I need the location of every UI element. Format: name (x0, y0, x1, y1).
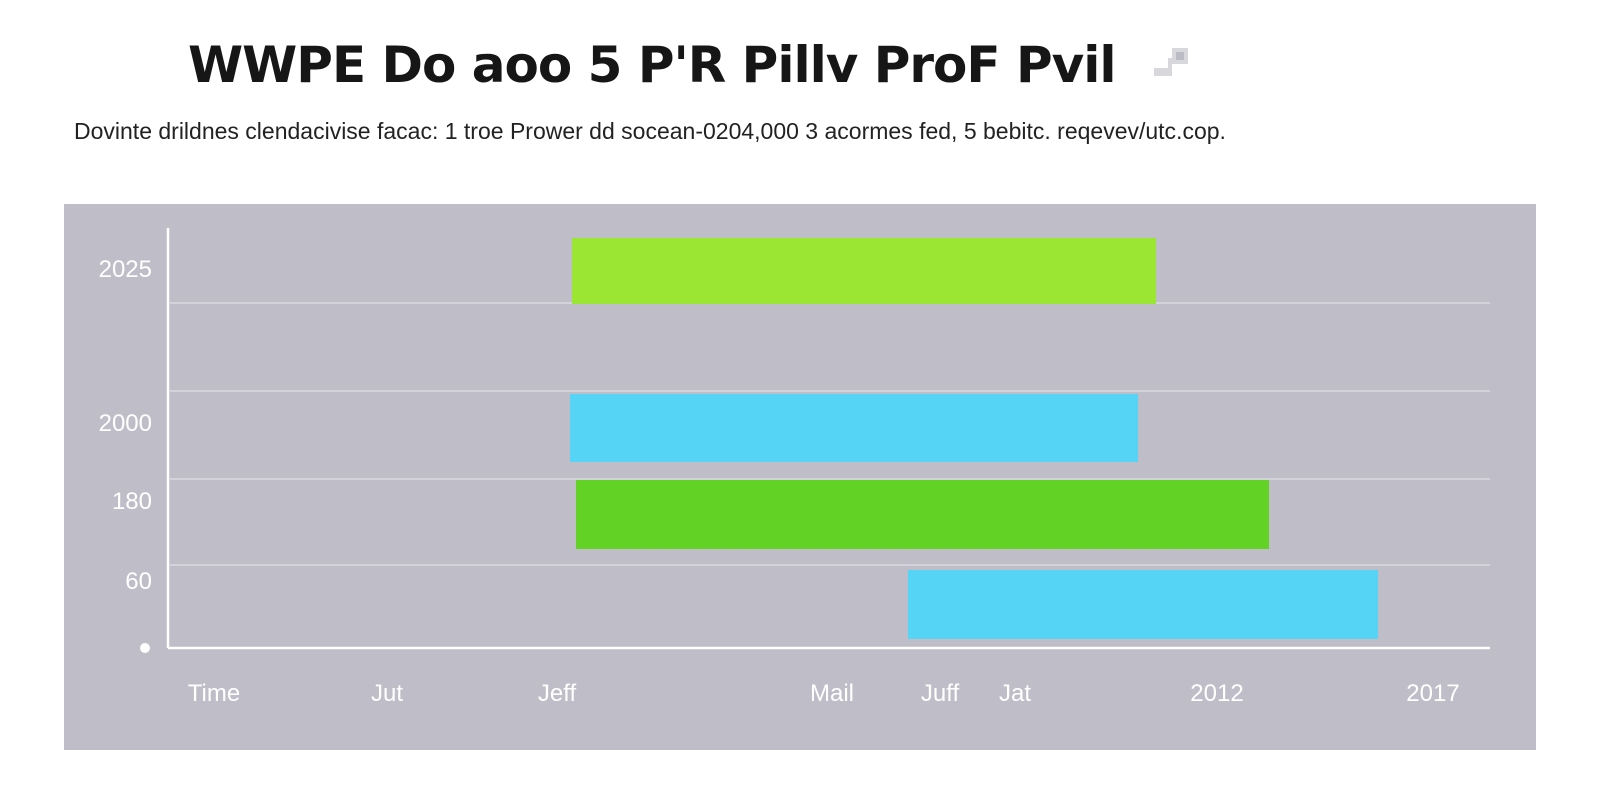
x-tick-label: Jat (999, 680, 1031, 707)
y-tick-label: 2000 (99, 410, 152, 437)
bar-2025 (572, 238, 1156, 304)
bar-60 (908, 570, 1378, 639)
chart-subtitle: Dovinte drildnes clendacivise facac: 1 t… (74, 118, 1226, 144)
x-tick-label: Time (188, 680, 240, 707)
x-tick-label: 2017 (1406, 680, 1459, 707)
y-tick-label: 2025 (99, 256, 152, 283)
x-tick-label: Mail (810, 680, 854, 707)
corner-step-icon (1154, 48, 1188, 76)
y-tick-label: 60 (125, 568, 152, 595)
x-tick-label: 2012 (1190, 680, 1243, 707)
x-tick-label: Juff (921, 680, 960, 707)
chart-panel: 2025 2000 180 60 Time Jut Jeff Mail Juff Jat 2012 2… (64, 204, 1536, 750)
chart-title: WWPE Do aoo 5 P'R Pillv ProF Pvil (188, 36, 1116, 94)
x-tick-label: Jut (371, 680, 403, 707)
bar-2000 (570, 394, 1138, 462)
y-tick-label: 180 (112, 488, 152, 515)
bar-180 (576, 480, 1269, 549)
y-tick-dot (140, 643, 150, 653)
x-tick-label: Jeff (538, 680, 577, 707)
chart-canvas: 2025 2000 180 60 Time Jut Jeff Mail Juff Jat 2012 2… (99, 228, 1490, 707)
